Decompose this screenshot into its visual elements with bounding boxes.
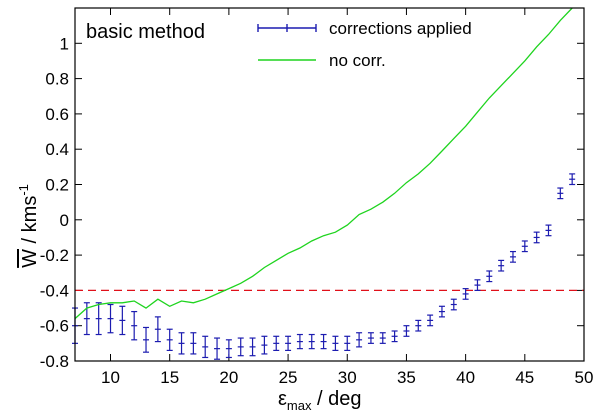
series-layer	[72, 7, 576, 360]
errorbar-point	[438, 305, 445, 318]
y-axis-label: W / kms-1	[16, 184, 41, 268]
x-axis-label-main: ε	[278, 388, 287, 410]
errorbar-point	[225, 339, 232, 359]
errorbar-point	[214, 337, 221, 360]
errorbar-point	[107, 303, 114, 334]
y-tick-label: 0.2	[45, 176, 69, 195]
errorbar-point	[367, 332, 374, 344]
errorbar-point	[462, 288, 469, 300]
x-axis-label: εmax / deg	[278, 388, 362, 413]
x-axis-label-sub: max	[287, 398, 312, 413]
errorbar-point	[498, 259, 505, 272]
y-axis-label-sup: -1	[16, 184, 31, 196]
y-tick-label: -0.6	[40, 317, 69, 336]
errorbar-point	[143, 326, 150, 353]
x-tick-label: 15	[160, 368, 179, 387]
y-tick-label: 1	[60, 34, 69, 53]
errorbar-point	[154, 316, 161, 343]
errorbar-point	[202, 335, 209, 359]
errorbar-point	[403, 325, 410, 337]
errorbar-point	[391, 330, 398, 343]
errorbar-point	[474, 279, 481, 291]
errorbar-point	[237, 337, 244, 357]
errorbar-point	[332, 335, 339, 352]
errorbar-point	[95, 302, 102, 336]
errorbar-point	[509, 250, 516, 263]
errorbar-point	[296, 333, 303, 350]
errorbar-point	[427, 314, 434, 327]
errorbar-point	[344, 335, 351, 352]
errorbar-point	[569, 173, 576, 186]
errorbar-point	[356, 332, 363, 348]
tick-labels-layer: 10 15 20 25 30 35 40 45 50 -0.8 -0.6 -0.4 -0.2 0 0.2 0.…	[40, 34, 594, 387]
y-axis-label-group: W / kms-1	[16, 184, 41, 268]
errorbar-point	[379, 332, 386, 344]
errorbar-point	[545, 224, 552, 237]
y-tick-label: 0.6	[45, 105, 69, 124]
x-tick-label: 45	[515, 368, 534, 387]
errorbar-point	[178, 332, 185, 355]
y-tick-label: -0.8	[40, 352, 69, 371]
x-tick-label: 50	[575, 368, 594, 387]
legend: corrections applied no corr.	[257, 19, 472, 70]
errorbar-point	[285, 335, 292, 352]
legend-entry-no-corr: no corr.	[258, 51, 386, 70]
x-axis-label-rest: / deg	[311, 388, 361, 410]
errorbar-point	[249, 337, 256, 357]
x-tick-label: 40	[456, 368, 475, 387]
errorbar-point	[190, 332, 197, 355]
y-tick-label: -0.4	[40, 281, 69, 300]
legend-label-no-corr: no corr.	[329, 51, 386, 70]
errorbar-point	[261, 335, 268, 355]
y-tick-label: 0	[60, 211, 69, 230]
y-axis-label-main: W	[19, 249, 41, 268]
errorbar-point	[415, 319, 422, 332]
errorbar-point	[320, 333, 327, 350]
y-tick-label: 0.4	[45, 140, 69, 159]
chart-annotation: basic method	[86, 21, 205, 43]
series-line-no-corr	[74, 7, 573, 320]
plot-frame	[74, 7, 585, 362]
errorbar-point	[308, 333, 315, 350]
errorbar-point	[521, 240, 528, 253]
errorbar-point	[533, 231, 540, 244]
legend-label-corrections: corrections applied	[329, 19, 472, 38]
y-tick-label: 0.8	[45, 70, 69, 89]
x-tick-label: 20	[219, 368, 238, 387]
y-tick-label: -0.2	[40, 246, 69, 265]
errorbar-point	[273, 335, 280, 352]
legend-entry-corrections: corrections applied	[257, 19, 472, 38]
errorbar-point	[486, 270, 493, 283]
x-tick-label: 25	[279, 368, 298, 387]
x-tick-label: 35	[397, 368, 416, 387]
y-axis-label-rest: / kms	[19, 196, 41, 249]
x-tick-label: 30	[338, 368, 357, 387]
x-tick-label: 10	[101, 368, 120, 387]
errorbar-point	[119, 305, 126, 336]
errorbar-point	[450, 298, 457, 311]
errorbar-point	[557, 187, 564, 200]
errorbar-point	[131, 310, 138, 341]
errorbar-point	[166, 328, 173, 352]
